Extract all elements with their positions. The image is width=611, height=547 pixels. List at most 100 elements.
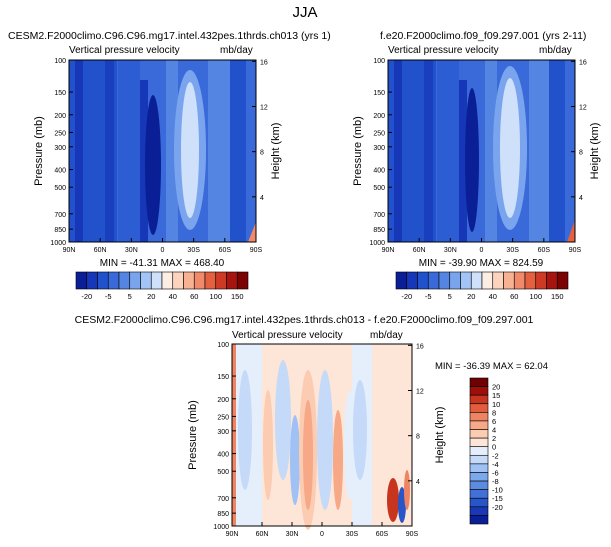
panel-diff-colorbar-box xyxy=(469,403,489,413)
panel-diff-colorbar-box xyxy=(469,506,489,516)
panel-a-xtick-label: 30S xyxy=(187,247,200,254)
panel-diff-ytick-label: 850 xyxy=(217,511,229,518)
panel-b-colorbar-box xyxy=(492,271,504,290)
panel-diff-ytick-label: 250 xyxy=(217,414,229,421)
panel-b-ytick-label: 1000 xyxy=(369,240,385,247)
panel-b-colorbar-box xyxy=(460,271,472,290)
panel-b-xtick-label: 30N xyxy=(444,247,457,254)
panel-b-colorbar: -20 -5 5 20 40 60 100 150 xyxy=(395,271,569,301)
panel-diff-colorbar-box xyxy=(469,446,489,456)
panel-a-ytick-label: 250 xyxy=(54,130,66,137)
panel-diff-colorbar-label: -2 xyxy=(492,451,499,460)
panel-a-colorbar-box xyxy=(172,271,184,290)
panel-a-colorbar-label: 20 xyxy=(147,292,155,301)
panel-diff-colorbar-box xyxy=(469,437,489,448)
panel-b-field xyxy=(388,60,575,242)
panel-diff: CESM2.F2000climo.C96.C96.mg17.intel.432p… xyxy=(75,314,548,538)
panel-diff-ytick-right-label: 16 xyxy=(416,343,424,350)
panel-a-ytick-right-label: 8 xyxy=(260,150,264,157)
panel-b-colorbar-box xyxy=(524,271,537,290)
panel-b-colorbar-box xyxy=(513,271,526,290)
panel-diff-colorbar-box xyxy=(469,454,489,465)
panel-a-xtick-label: 60N xyxy=(94,247,107,254)
panel-diff-colorbar-label: -15 xyxy=(492,494,503,503)
panel-diff-ytick-right-label: 8 xyxy=(416,434,420,441)
panel-a-ytick-right-label: 16 xyxy=(260,59,268,66)
panel-diff-title: CESM2.F2000climo.C96.C96.mg17.intel.432p… xyxy=(75,314,534,326)
panel-a-colorbar-box xyxy=(193,271,206,290)
panel-diff-colorbar-label: 4 xyxy=(492,426,496,435)
panel-diff-colorbar-box xyxy=(469,412,489,422)
panel-b-colorbar-box xyxy=(395,271,408,290)
panel-diff-colorbar-box xyxy=(469,515,489,525)
panel-a-colorbar-label: 40 xyxy=(169,292,177,301)
panel-diff-xtick-label: 30S xyxy=(346,531,359,538)
panel-b-colorbar-box xyxy=(417,271,429,290)
panel-diff-ytick-label: 150 xyxy=(217,374,229,381)
panel-a-colorbar-label: 60 xyxy=(190,292,198,301)
panel-a-xtick-label: 30N xyxy=(125,247,138,254)
panel-diff-colorbar-box xyxy=(469,420,489,430)
panel-b-colorbar-label: 100 xyxy=(529,292,542,301)
panel-a-title: CESM2.F2000climo.C96.C96.mg17.intel.432p… xyxy=(8,30,331,42)
panel-diff-ytick-label: 400 xyxy=(217,452,229,459)
panel-a-colorbar-box xyxy=(118,271,131,290)
panel-diff-xtick-label: 90S xyxy=(406,531,419,538)
panel-b-colorbar-box xyxy=(535,271,547,290)
panel-a: CESM2.F2000climo.C96.C96.mg17.intel.432p… xyxy=(8,30,331,301)
panel-a-colorbar-box xyxy=(204,271,217,290)
panel-diff-field xyxy=(232,344,412,530)
panel-b-ytick-label: 150 xyxy=(373,90,385,97)
panel-a-ytick-label: 300 xyxy=(54,145,66,152)
panel-a-xtick-label: 60S xyxy=(219,247,232,254)
panel-diff-xtick-label: 60N xyxy=(256,531,269,538)
panel-b-ytick-label: 100 xyxy=(373,58,385,65)
panel-a-ylabel: Pressure (mb) xyxy=(33,116,45,186)
panel-b-ytick-right-label: 8 xyxy=(579,150,583,157)
panel-b-colorbar-box xyxy=(427,271,440,290)
panel-a-ytick-label: 850 xyxy=(54,227,66,234)
panel-b-xtick-label: 0 xyxy=(480,247,484,254)
panel-a-colorbar-box xyxy=(75,271,88,290)
panel-a-colorbar-label: 5 xyxy=(128,292,132,301)
panel-diff-colorbar-label: -8 xyxy=(492,477,499,486)
panel-diff-xtick-label: 0 xyxy=(320,531,324,538)
panel-b-ytick-label: 500 xyxy=(373,185,385,192)
panel-b-ytick-right-label: 16 xyxy=(579,59,587,66)
panel-diff-ytick-right-label: 4 xyxy=(416,479,420,486)
panel-diff-subtitle: Vertical pressure velocity xyxy=(232,330,343,341)
panel-a-colorbar-box xyxy=(183,271,195,290)
panel-b-colorbar-box xyxy=(438,271,451,290)
panel-b-colorbar-label: 5 xyxy=(448,292,452,301)
panel-a-colorbar-label: 150 xyxy=(231,292,244,301)
panel-diff-colorbar-label: 20 xyxy=(492,383,500,392)
panel-a-colorbar-box xyxy=(226,271,238,290)
panel-b-ylabel: Pressure (mb) xyxy=(352,116,364,186)
panel-b-subtitle: Vertical pressure velocity xyxy=(388,45,499,56)
panel-diff-colorbar-box xyxy=(469,377,489,387)
panel-b-ytick-label: 850 xyxy=(373,227,385,234)
panel-b-ytick-label: 300 xyxy=(373,145,385,152)
panel-diff-colorbar-box xyxy=(469,394,489,405)
panel-b-colorbar-label: -20 xyxy=(401,292,412,301)
panel-diff-xtick-label: 30N xyxy=(286,531,299,538)
panel-diff-ylabel: Pressure (mb) xyxy=(187,400,199,470)
panel-diff-colorbar-label: 2 xyxy=(492,434,496,443)
panel-b-ytick-label: 200 xyxy=(373,113,385,120)
panel-b-ytick-right-label: 12 xyxy=(579,105,587,112)
panel-a-colorbar-box xyxy=(86,271,98,290)
panel-a-ytick-label: 100 xyxy=(54,58,66,65)
panel-diff-ytick-label: 1000 xyxy=(213,524,229,531)
panel-a-field xyxy=(69,60,256,242)
panel-a-ytick-label: 500 xyxy=(54,185,66,192)
panel-b-ytick-label: 400 xyxy=(373,168,385,175)
panel-a-ytick-right-label: 4 xyxy=(260,195,264,202)
panel-diff-colorbar-label: 8 xyxy=(492,408,496,417)
panel-b-ylabel-right: Height (km) xyxy=(589,123,601,180)
panel-diff-ylabel-right: Height (km) xyxy=(434,407,446,464)
panel-b-colorbar-box xyxy=(449,271,461,290)
panel-a-colorbar-box xyxy=(161,271,174,290)
panel-diff-ytick-label: 300 xyxy=(217,429,229,436)
